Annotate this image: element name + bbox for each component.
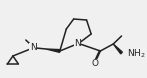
Polygon shape — [113, 44, 122, 54]
Text: N: N — [74, 39, 81, 49]
Text: O: O — [91, 60, 98, 68]
Text: NH$_2$: NH$_2$ — [127, 48, 146, 60]
Text: N: N — [30, 44, 36, 52]
Polygon shape — [46, 49, 60, 52]
